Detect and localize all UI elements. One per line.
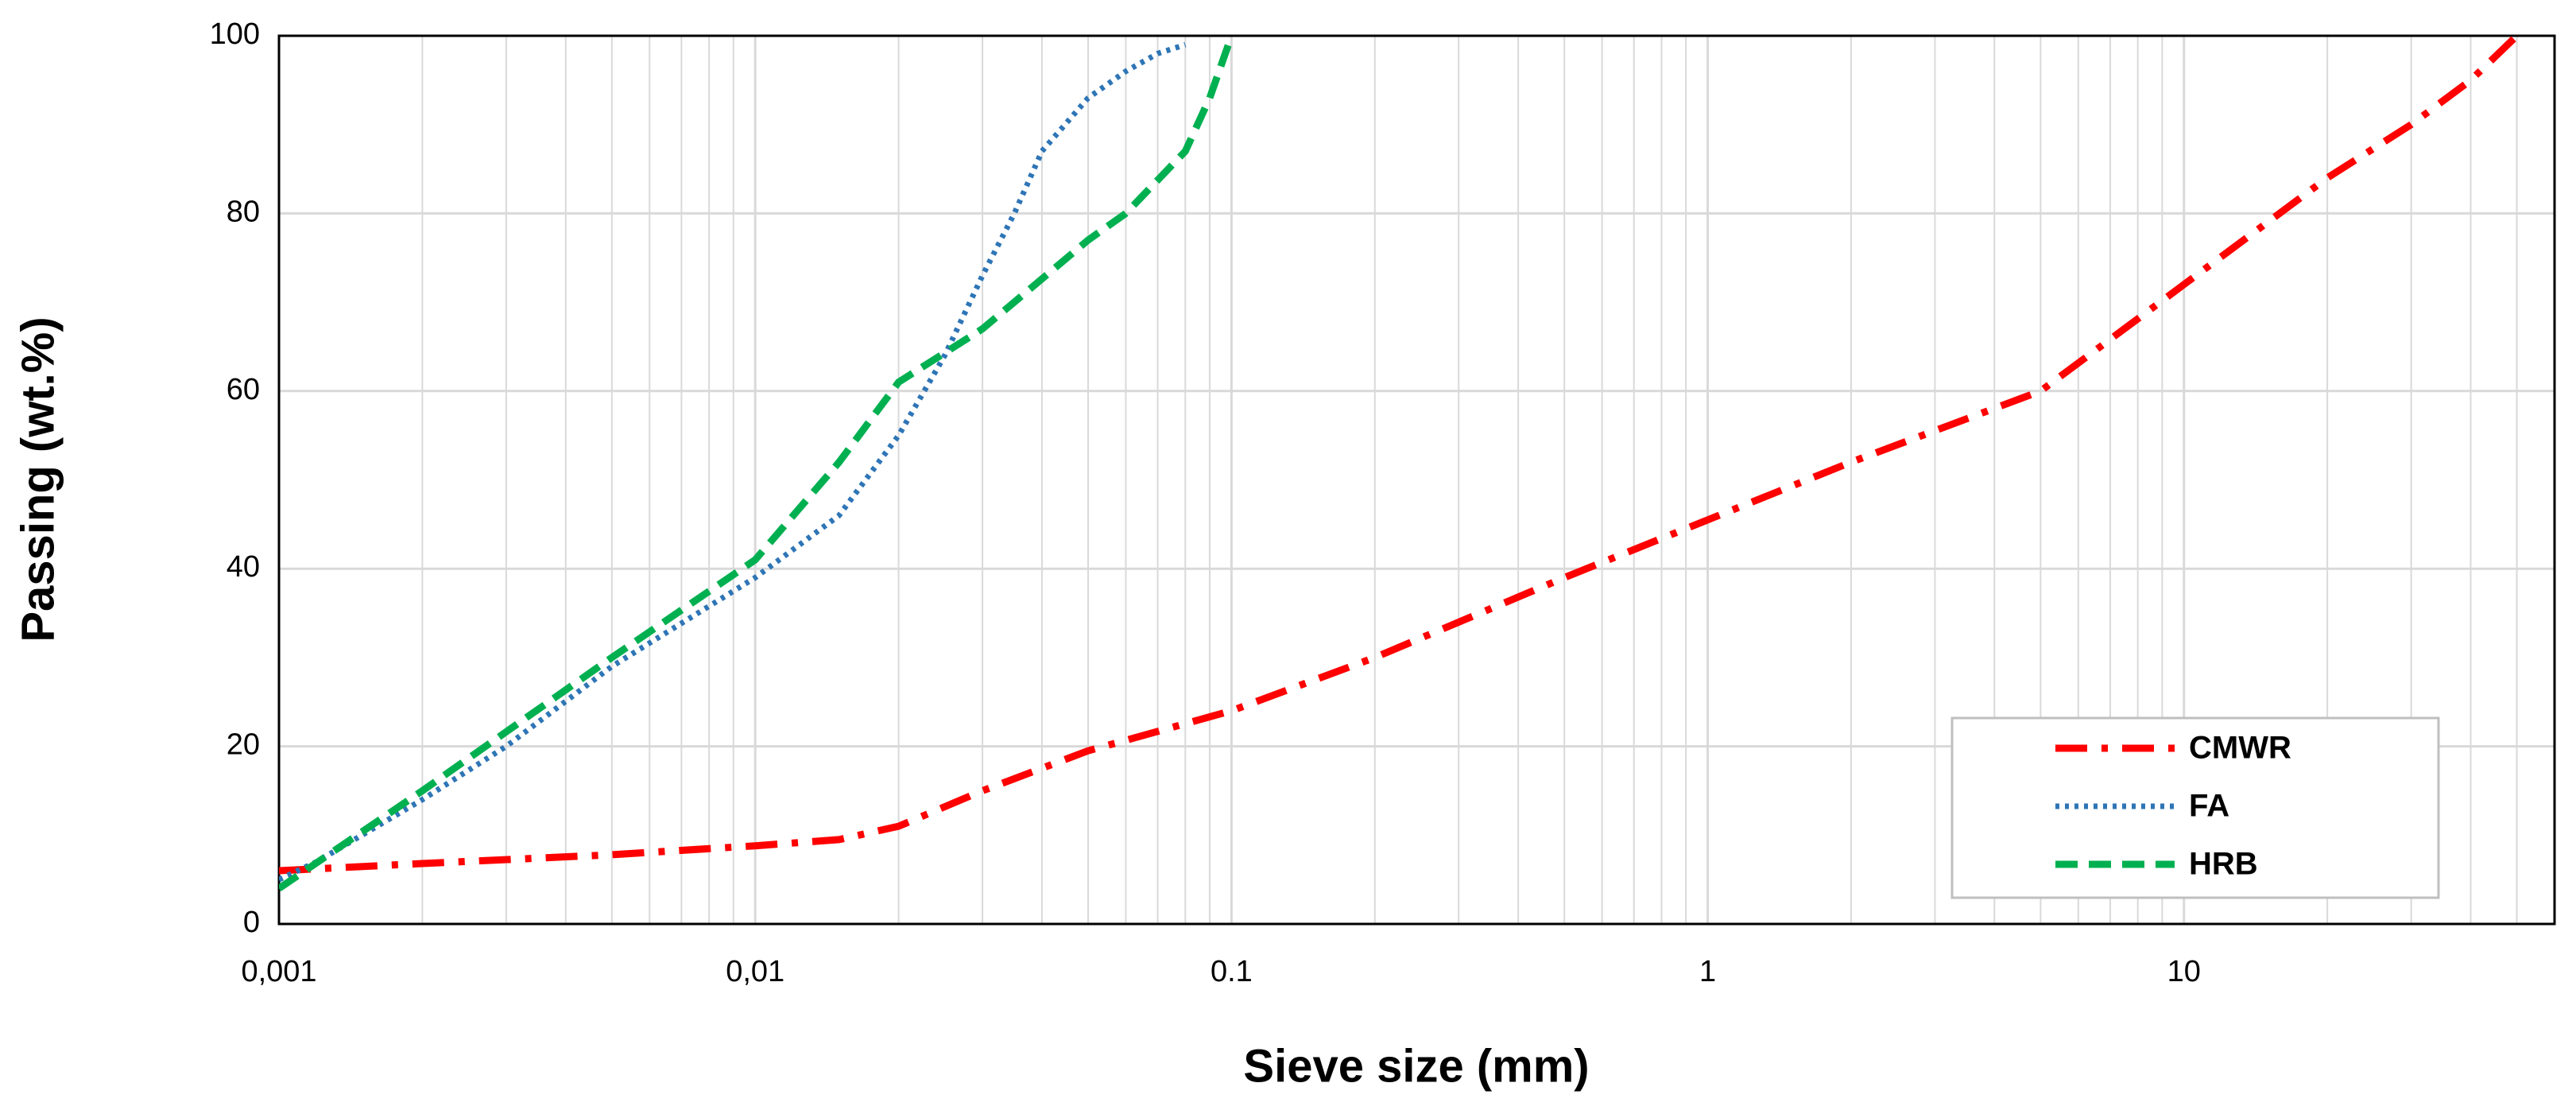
x-tick-label: 0,01 bbox=[726, 955, 784, 988]
x-tick-label: 0,001 bbox=[241, 955, 316, 988]
plot-frame bbox=[277, 34, 2556, 926]
x-axis-title: Sieve size (mm) bbox=[1243, 1040, 1589, 1092]
x-tick-label: 0.1 bbox=[1211, 955, 1253, 988]
data-line bbox=[279, 41, 1187, 883]
x-tick-label: 1 bbox=[1699, 955, 1716, 988]
data-line bbox=[279, 34, 1235, 892]
legend-label: CMWR bbox=[2189, 731, 2291, 766]
legend-label: FA bbox=[2189, 789, 2229, 824]
y-tick-label: 100 bbox=[210, 17, 260, 51]
plot-lines bbox=[279, 33, 2520, 892]
y-tick-label: 20 bbox=[227, 728, 260, 762]
y-tick-label: 40 bbox=[227, 550, 260, 584]
x-tick-label: 10 bbox=[2167, 955, 2201, 988]
y-tick-label: 0 bbox=[243, 906, 260, 939]
legend-label: HRB bbox=[2189, 847, 2258, 882]
y-tick-label: 80 bbox=[227, 195, 260, 228]
data-line bbox=[279, 33, 2520, 875]
legend-box bbox=[1950, 716, 2440, 899]
y-tick-label: 60 bbox=[227, 373, 260, 406]
y-axis-title: Passing (wt.%) bbox=[12, 316, 64, 642]
